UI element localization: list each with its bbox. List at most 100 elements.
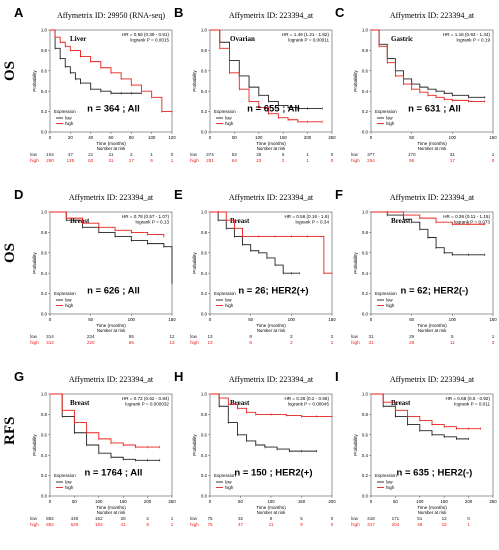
- tissue-label: Gastric: [391, 35, 413, 43]
- risk-value-low: 0: [171, 152, 174, 157]
- risk-value-high: 63: [88, 158, 94, 163]
- y-tick-label: 0.6: [201, 432, 208, 437]
- risk-row-label-high: high: [30, 522, 39, 527]
- x-tick-label: 100: [267, 499, 275, 504]
- row-tag: RFS: [2, 417, 18, 445]
- y-tick-label: 0.4: [41, 271, 48, 276]
- stats-text: HR = 0.56 (0.16 - 1.9): [284, 214, 329, 219]
- chart-title: Affymetrix ID: 29950 (RNA-seq): [57, 11, 165, 20]
- risk-value-low: 5: [451, 334, 454, 339]
- y-tick-label: 0.8: [362, 412, 369, 417]
- km-panel-b: B Affymetrix ID: 223394_at 0.0 0.2 0.4 0.6 0.8…: [174, 5, 336, 163]
- risk-value-low: 47: [68, 152, 74, 157]
- sample-label: n = 1764 ; All: [84, 468, 142, 479]
- risk-table-title: Number at risk: [97, 510, 126, 515]
- y-tick-label: 0.6: [362, 250, 369, 255]
- row-tag: OS: [2, 61, 18, 81]
- x-tick-label: 0: [49, 317, 52, 322]
- risk-value-low: 5: [300, 516, 303, 521]
- risk-value-high: 312: [46, 340, 54, 345]
- x-axis-label: Time (months): [417, 505, 447, 510]
- risk-row-label-low: low: [30, 152, 38, 157]
- panel-letter: C: [335, 5, 345, 20]
- y-tick-label: 1.0: [41, 392, 48, 397]
- risk-row-label-high: high: [190, 522, 199, 527]
- x-tick-label: 150: [168, 317, 176, 322]
- stats-text: HR = 0.68 (0.5 - 0.92): [445, 396, 490, 401]
- risk-value-high: 3: [492, 340, 495, 345]
- y-tick-label: 0.0: [362, 130, 369, 135]
- risk-value-low: 1: [150, 152, 153, 157]
- risk-value-high: 28: [409, 340, 415, 345]
- km-panel-c: C Affymetrix ID: 223394_at 0.0 0.2 0.4 0.6 0.8…: [335, 5, 497, 163]
- y-tick-label: 0.6: [201, 68, 208, 73]
- x-tick-label: 0: [370, 135, 373, 140]
- x-tick-label: 200: [328, 499, 336, 504]
- tissue-label: Breast: [70, 399, 90, 407]
- chart-title: Affymetrix ID: 223394_at: [229, 193, 314, 202]
- panel-letter: H: [174, 369, 183, 384]
- y-tick-label: 0.2: [201, 109, 208, 114]
- risk-value-low: 51: [417, 516, 423, 521]
- y-tick-label: 0.2: [362, 473, 369, 478]
- km-panel-f: F Affymetrix ID: 223394_at 0.0 0.2 0.4 0.6 0.8…: [335, 187, 497, 345]
- y-tick-label: 0.6: [362, 432, 369, 437]
- legend-label-high: high: [225, 485, 234, 490]
- y-tick-label: 0.8: [41, 230, 48, 235]
- km-curve-high: [50, 29, 172, 113]
- y-tick-label: 0.8: [41, 412, 48, 417]
- y-tick-label: 0.8: [41, 48, 48, 53]
- km-curve-low: [50, 211, 173, 284]
- legend-label-low: low: [386, 298, 393, 303]
- legend-title: Expression: [214, 109, 236, 114]
- risk-row-label-low: low: [351, 152, 359, 157]
- y-tick-label: 1.0: [362, 28, 369, 33]
- y-tick-label: 1.0: [201, 28, 208, 33]
- sample-label: n = 150 ; HER2(+): [234, 468, 312, 479]
- risk-value-low: 314: [46, 334, 54, 339]
- risk-value-high: 13: [207, 340, 213, 345]
- risk-value-high: 281: [206, 158, 214, 163]
- stats-text: logrank P = 0.0015: [130, 38, 169, 43]
- risk-value-low: 171: [392, 516, 400, 521]
- y-axis-label: Probability: [32, 434, 37, 456]
- risk-row-label-high: high: [30, 340, 39, 345]
- stats-text: HR = 0.56 (0.39 - 0.81): [122, 32, 170, 37]
- x-axis-label: Time (months): [96, 323, 126, 328]
- x-tick-label: 250: [168, 499, 176, 504]
- km-panel-h: H Affymetrix ID: 223394_at 0.0 0.2 0.4 0.6 0.8…: [174, 369, 336, 527]
- risk-row-label-low: low: [351, 516, 359, 521]
- risk-value-high: 95: [409, 158, 415, 163]
- risk-value-low: 95: [129, 334, 135, 339]
- x-tick-label: 50: [72, 499, 77, 504]
- x-tick-label: 150: [328, 317, 336, 322]
- risk-value-high: 220: [87, 340, 95, 345]
- x-tick-label: 50: [238, 499, 243, 504]
- panel-letter: G: [14, 369, 24, 384]
- y-tick-label: 0.6: [362, 68, 369, 73]
- risk-value-high: 1: [171, 158, 174, 163]
- panel-letter: I: [335, 369, 339, 384]
- x-tick-label: 20: [68, 135, 73, 140]
- risk-row-label-high: high: [190, 158, 199, 163]
- risk-value-low: 25: [256, 152, 262, 157]
- risk-value-high: 135: [66, 158, 74, 163]
- risk-value-high: 0: [331, 522, 334, 527]
- x-axis-label: Time (months): [417, 141, 447, 146]
- risk-value-high: 31: [108, 158, 114, 163]
- legend-label-low: low: [65, 298, 72, 303]
- y-tick-label: 1.0: [362, 392, 369, 397]
- x-axis-label: Time (months): [96, 505, 126, 510]
- risk-row-label-low: low: [30, 516, 38, 521]
- panel-letter: E: [174, 187, 183, 202]
- y-tick-label: 0.8: [362, 48, 369, 53]
- risk-value-low: 162: [95, 516, 103, 521]
- km-panel-d: D Affymetrix ID: 223394_at 0.0 0.2 0.4 0.6 0.8…: [14, 187, 176, 345]
- legend-title: Expression: [54, 473, 76, 478]
- risk-value-high: 260: [46, 158, 54, 163]
- risk-value-low: 32: [238, 516, 244, 521]
- stats-text: logrank P = 0.073: [454, 220, 490, 225]
- risk-row-label-low: low: [190, 516, 198, 521]
- chart-title: Affymetrix ID: 223394_at: [390, 375, 475, 384]
- stats-text: logrank P = 0.000032: [125, 402, 169, 407]
